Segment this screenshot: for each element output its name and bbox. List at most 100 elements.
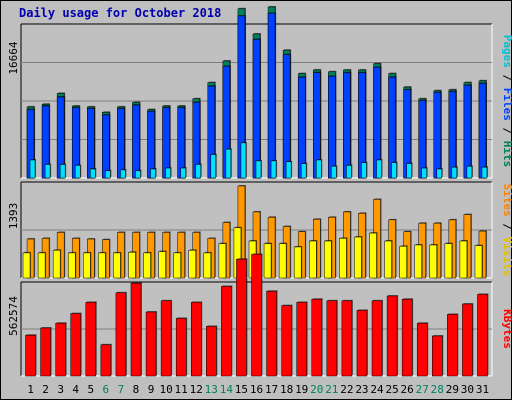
bar-kbytes [70,313,81,377]
bar-pages [316,159,322,179]
bar-files [132,104,140,179]
day-label: 17 [265,383,278,396]
bar-kbytes [326,300,338,377]
kbytes-panel [20,253,493,377]
bar-files [463,85,472,179]
bar-pages [376,159,382,179]
bar-files [252,39,261,179]
day-label: 16 [250,383,263,396]
bar-sites [324,240,332,279]
bar-sites [414,244,422,279]
top-ymax-label: 16664 [7,41,20,74]
bar-pages [361,162,367,179]
middle-ymax-label: 1393 [7,203,20,230]
day-label: 28 [431,383,444,396]
bar-pages [150,168,156,179]
bar-kbytes [221,286,232,377]
bar-sites [263,243,272,279]
bar-kbytes [160,300,172,377]
legend-sep: / [501,217,512,237]
bar-files [282,54,291,179]
bar-sites [459,240,468,279]
bar-kbytes [401,298,413,377]
bar-sites [37,252,46,279]
day-label: 22 [340,383,353,396]
day-label: 25 [385,383,398,396]
bar-files [87,108,95,179]
bar-kbytes [477,294,488,377]
bar-kbytes [266,290,277,377]
bar-pages [225,148,232,179]
bar-pages [90,168,96,179]
bar-kbytes [236,258,247,377]
legend-sep: / [501,121,512,141]
visits-sites-panel [20,181,493,279]
day-label: 12 [190,383,203,396]
bar-sites [444,243,453,279]
day-label: 15 [235,383,248,396]
day-label: 27 [416,383,429,396]
bar-files [418,100,426,179]
bar-sites [22,252,31,279]
legend-sep: / [501,68,512,88]
bar-sites [354,236,362,279]
bar-sites [52,250,61,279]
bottom-ymax-label: 562574 [7,296,20,336]
bar-sites [278,243,287,279]
bar-sites [173,252,181,279]
bar-pages [135,170,141,179]
bar-files [328,76,336,179]
bar-kbytes [432,335,443,377]
bar-kbytes [311,298,323,377]
bar-kbytes [356,310,368,377]
day-label: 30 [461,383,474,396]
day-label: 26 [401,383,414,396]
bar-kbytes [145,311,157,377]
day-label: 29 [446,383,459,396]
legend-pages: Pages [501,35,512,68]
day-label: 10 [159,383,172,396]
bar-pages [331,166,337,179]
bar-pages [105,170,111,179]
bar-sites [98,252,106,279]
day-label: 18 [280,383,293,396]
bar-pages [165,167,171,179]
bar-pages [240,142,247,179]
day-label: 24 [370,383,384,396]
bar-sites [143,252,151,279]
bar-sites [158,251,166,279]
day-label: 21 [325,383,338,396]
day-label: 20 [310,383,323,396]
bottom-legend: KBytes [501,309,512,349]
bar-pages [391,162,397,179]
bar-kbytes [175,318,187,377]
legend-files: Files [501,88,512,121]
day-label: 4 [72,383,79,396]
bar-sites [309,240,317,279]
hits-files-pages-panel [20,5,493,179]
bar-files [343,72,351,179]
bar-kbytes [371,300,383,377]
bar-sites [218,243,227,279]
day-label: 3 [57,383,64,396]
bar-kbytes [296,302,307,377]
bar-sites [429,244,438,279]
day-label: 19 [295,383,308,396]
bar-sites [399,246,407,279]
bar-pages [406,163,412,179]
bar-kbytes [386,295,398,377]
bar-pages [74,165,81,179]
day-label: 6 [103,383,110,396]
legend-sites: Sites [501,184,512,217]
chart-title: Daily usage for October 2018 [19,6,221,20]
bar-pages [285,161,292,179]
bar-sites [293,246,302,279]
bar-files [117,108,125,179]
bar-kbytes [251,254,262,377]
bar-kbytes [25,334,36,377]
bar-pages [436,168,443,179]
bar-pages [255,160,262,179]
top-legend: Pages / Files / Hits [501,35,512,168]
day-label: 23 [355,383,368,396]
